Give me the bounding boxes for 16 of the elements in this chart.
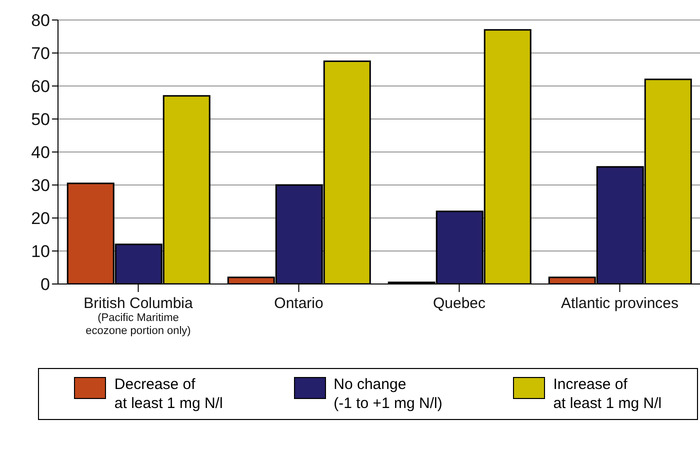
legend-label: Increase of at least 1 mg N/l <box>553 375 662 413</box>
y-tick-label: 0 <box>40 275 50 294</box>
legend-label: Decrease of at least 1 mg N/l <box>114 375 223 413</box>
x-tick-label: Ontario <box>274 295 324 312</box>
y-tick-label: 40 <box>31 143 50 162</box>
legend-label: No change (-1 to +1 mg N/l) <box>334 375 442 413</box>
y-tick-label: 20 <box>31 209 50 228</box>
x-tick-label: Atlantic provinces <box>560 295 679 312</box>
y-tick-label: 80 <box>31 11 50 30</box>
x-tick-label: British Columbia (Pacific Maritime ecozone portion only) <box>84 295 194 337</box>
y-tick-label: 30 <box>31 176 50 196</box>
y-tick-label: 50 <box>31 110 50 130</box>
y-tick-label: 60 <box>31 77 50 96</box>
y-tick-label: 10 <box>31 242 50 262</box>
x-tick-label: Quebec <box>432 295 486 312</box>
y-tick-label: 70 <box>31 44 50 64</box>
